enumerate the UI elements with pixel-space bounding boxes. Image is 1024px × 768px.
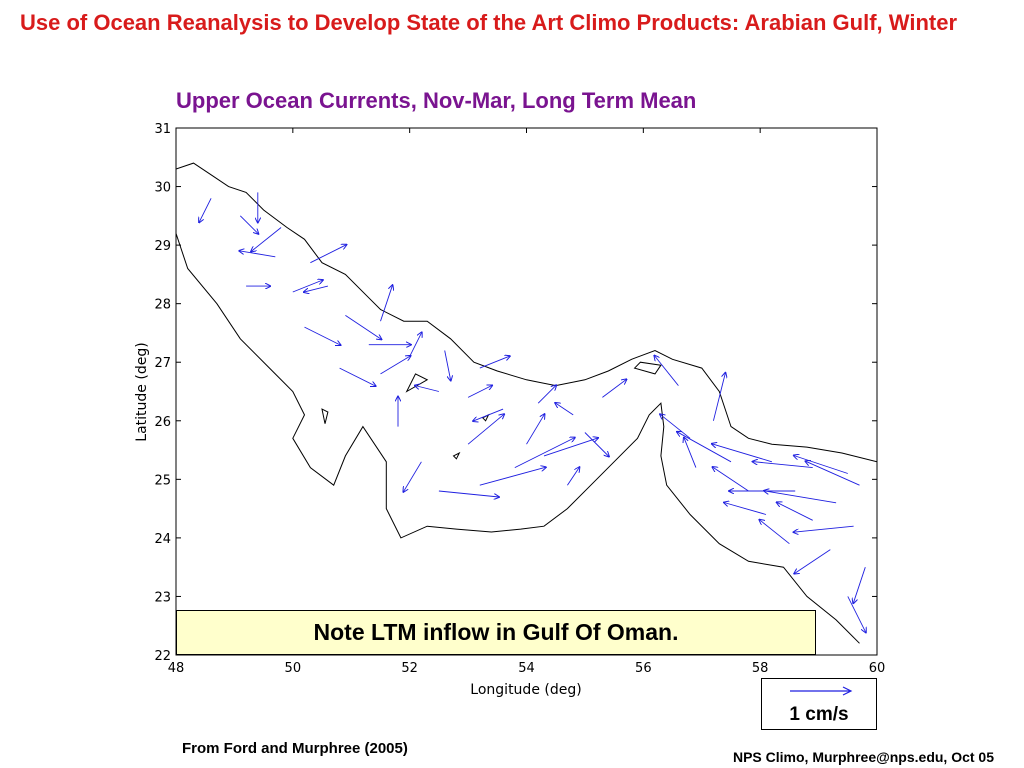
current-vector bbox=[251, 227, 282, 252]
current-vector bbox=[345, 315, 381, 339]
citation: From Ford and Murphree (2005) bbox=[182, 740, 408, 757]
scale-arrow bbox=[790, 686, 853, 696]
current-vector bbox=[438, 490, 499, 497]
current-vector bbox=[724, 503, 767, 515]
current-vector bbox=[479, 356, 510, 369]
current-vector bbox=[602, 379, 626, 398]
current-vector bbox=[806, 461, 860, 486]
current-vector bbox=[847, 596, 866, 632]
current-vector bbox=[526, 414, 545, 445]
credit: NPS Climo, Murphree@nps.edu, Oct 05 bbox=[732, 749, 994, 765]
y-tick-label: 29 bbox=[154, 239, 171, 254]
current-vectors bbox=[199, 192, 866, 632]
x-tick-label: 54 bbox=[518, 661, 535, 676]
x-axis-label: Longitude (deg) bbox=[470, 682, 581, 698]
current-vector bbox=[239, 215, 258, 234]
x-tick-label: 56 bbox=[635, 661, 652, 676]
current-vector bbox=[310, 245, 346, 264]
scale-label: 1 cm/s bbox=[789, 704, 849, 725]
current-vector bbox=[479, 467, 546, 486]
x-tick-label: 48 bbox=[168, 661, 185, 676]
y-tick-label: 30 bbox=[154, 181, 171, 196]
current-vector bbox=[677, 432, 732, 463]
current-vector bbox=[660, 414, 691, 439]
current-vector bbox=[415, 386, 440, 392]
current-vector bbox=[239, 251, 276, 258]
current-vector bbox=[380, 285, 393, 322]
y-tick-label: 25 bbox=[154, 473, 171, 488]
current-vector bbox=[409, 332, 422, 357]
island-outline bbox=[321, 408, 329, 424]
current-vector bbox=[794, 549, 831, 574]
current-vector bbox=[304, 326, 341, 345]
y-tick-label: 27 bbox=[154, 356, 171, 371]
current-vector bbox=[567, 467, 579, 486]
current-vector bbox=[514, 438, 575, 469]
current-vector bbox=[473, 408, 504, 421]
axes: 48 50 52 54 56 58 60 22 23 24 25 26 27 28 29 30 31 bbox=[154, 122, 885, 676]
current-vector bbox=[467, 385, 492, 398]
current-vector bbox=[444, 350, 451, 381]
y-tick-label: 31 bbox=[154, 122, 171, 137]
current-vector bbox=[584, 432, 609, 457]
scale-legend: 1 cm/s bbox=[761, 678, 877, 730]
plot-frame bbox=[175, 127, 878, 656]
map-title: Upper Ocean Currents, Nov-Mar, Long Term… bbox=[176, 88, 697, 113]
current-vector bbox=[684, 438, 697, 468]
x-tick-label: 50 bbox=[285, 661, 302, 676]
current-vector bbox=[654, 356, 679, 386]
current-vector bbox=[794, 525, 854, 532]
current-vector bbox=[764, 491, 837, 504]
current-vector bbox=[759, 520, 790, 545]
y-tick-label: 22 bbox=[154, 649, 171, 664]
current-vector bbox=[292, 280, 323, 293]
current-vector bbox=[467, 414, 504, 445]
current-vector bbox=[543, 438, 598, 457]
x-tick-label: 60 bbox=[869, 661, 886, 676]
y-axis-label: Latitude (deg) bbox=[134, 342, 150, 441]
current-vector bbox=[537, 385, 556, 404]
current-vector bbox=[753, 462, 813, 469]
y-tick-label: 24 bbox=[154, 532, 171, 547]
current-vector bbox=[304, 285, 329, 292]
note-box: Note LTM inflow in Gulf Of Oman. bbox=[176, 610, 816, 655]
x-tick-label: 58 bbox=[752, 661, 769, 676]
current-vector bbox=[777, 502, 813, 521]
coastline-north bbox=[176, 162, 877, 463]
current-vector bbox=[555, 403, 574, 416]
current-vector bbox=[339, 367, 376, 386]
coastline-south bbox=[176, 233, 860, 644]
y-tick-label: 28 bbox=[154, 298, 171, 313]
current-vector bbox=[380, 356, 411, 375]
x-tick-label: 52 bbox=[401, 661, 418, 676]
current-vector bbox=[853, 567, 866, 603]
y-tick-label: 26 bbox=[154, 415, 171, 430]
slide-title: Use of Ocean Reanalysis to Develop State… bbox=[20, 10, 958, 35]
island-outline bbox=[452, 451, 461, 460]
current-vector bbox=[712, 373, 725, 421]
current-vector bbox=[199, 198, 212, 222]
current-vector bbox=[403, 461, 422, 492]
y-tick-label: 23 bbox=[154, 590, 171, 605]
current-vector bbox=[712, 444, 773, 463]
note-text: Note LTM inflow in Gulf Of Oman. bbox=[313, 619, 679, 645]
island-outline bbox=[633, 361, 662, 375]
current-vector bbox=[713, 467, 749, 492]
current-vector bbox=[794, 456, 848, 474]
